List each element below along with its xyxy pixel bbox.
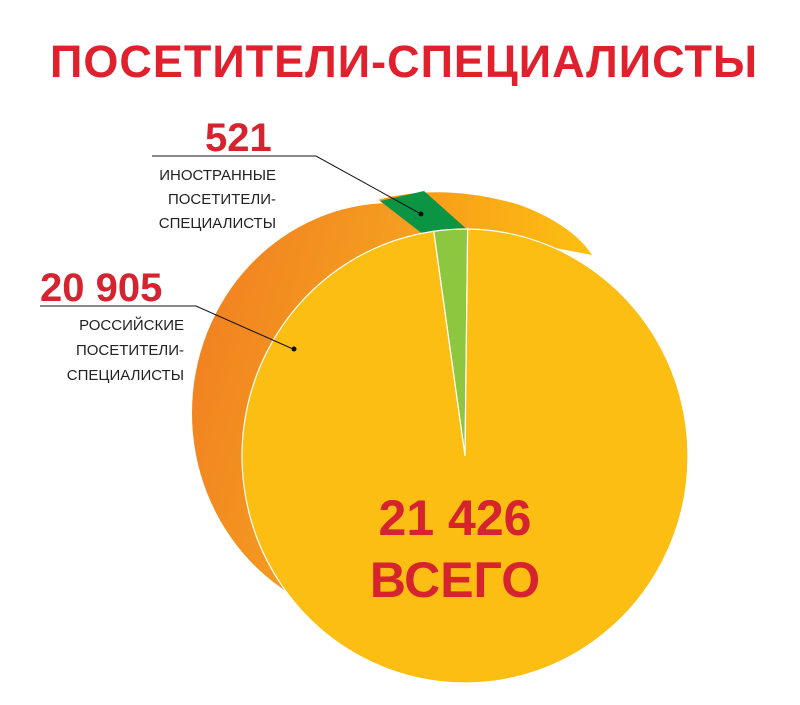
foreign-label-line1: ИНОСТРАННЫЕ: [159, 167, 276, 184]
callouts: [40, 155, 422, 350]
russian-label-line1: РОССИЙСКИЕ: [79, 316, 184, 334]
callout-dot-russian: [291, 346, 297, 352]
foreign-label-line3: СПЕЦИАЛИСТЫ: [159, 215, 276, 232]
foreign-label-line2: ПОСЕТИТЕЛИ-: [168, 191, 276, 208]
russian-label-line3: СПЕЦИАЛИСТЫ: [67, 367, 184, 384]
foreign-value: 521: [205, 116, 272, 160]
callout-line-russian: [40, 305, 294, 350]
total-label: ВСЕГО: [370, 552, 540, 608]
callout-dot-foreign: [418, 211, 424, 217]
rim-green-edge: [380, 191, 470, 238]
total-value: 21 426: [379, 490, 532, 546]
chart-title: ПОСЕТИТЕЛИ-СПЕЦИАЛИСТЫ: [50, 36, 758, 87]
russian-value: 20 905: [40, 266, 162, 310]
russian-label-line2: ПОСЕТИТЕЛИ-: [76, 342, 184, 359]
slice-russian: [241, 228, 689, 684]
callout-line-foreign: [152, 155, 422, 215]
